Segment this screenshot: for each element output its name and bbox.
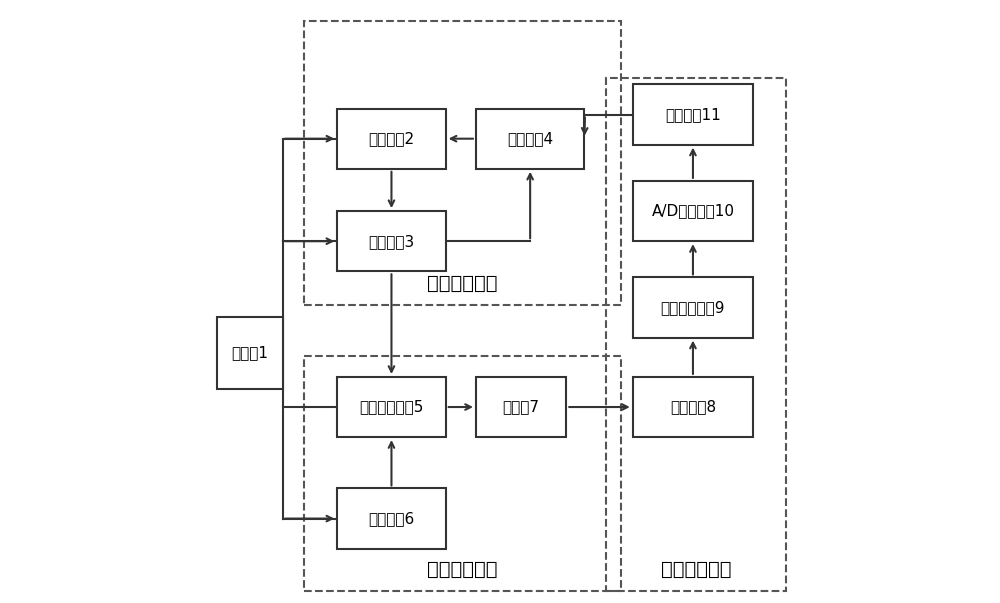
Text: 分压电路4: 分压电路4 (507, 131, 553, 146)
Text: 功率电路3: 功率电路3 (368, 234, 415, 248)
Text: 光电转换电路9: 光电转换电路9 (661, 300, 725, 315)
FancyBboxPatch shape (633, 181, 753, 241)
Text: 光敏元件8: 光敏元件8 (670, 400, 716, 414)
Text: 偏置电路6: 偏置电路6 (368, 511, 415, 526)
FancyBboxPatch shape (633, 277, 753, 338)
Text: 直流升压电路: 直流升压电路 (427, 273, 498, 292)
Text: 微控制器11: 微控制器11 (665, 107, 721, 122)
FancyBboxPatch shape (337, 488, 446, 549)
FancyBboxPatch shape (337, 377, 446, 437)
FancyBboxPatch shape (476, 377, 566, 437)
FancyBboxPatch shape (476, 109, 584, 169)
Text: 蓄电池1: 蓄电池1 (231, 346, 268, 360)
Text: 吸收室7: 吸收室7 (503, 400, 540, 414)
FancyBboxPatch shape (633, 84, 753, 145)
Text: 反馈控制电路: 反馈控制电路 (661, 560, 731, 579)
Text: A/D转换电路10: A/D转换电路10 (651, 204, 734, 218)
FancyBboxPatch shape (633, 377, 753, 437)
Text: 高频振荡电路5: 高频振荡电路5 (359, 400, 424, 414)
FancyBboxPatch shape (337, 211, 446, 271)
FancyBboxPatch shape (337, 109, 446, 169)
Text: 驱动电路2: 驱动电路2 (368, 131, 415, 146)
Text: 高频激励电路: 高频激励电路 (427, 560, 498, 579)
FancyBboxPatch shape (217, 317, 283, 389)
